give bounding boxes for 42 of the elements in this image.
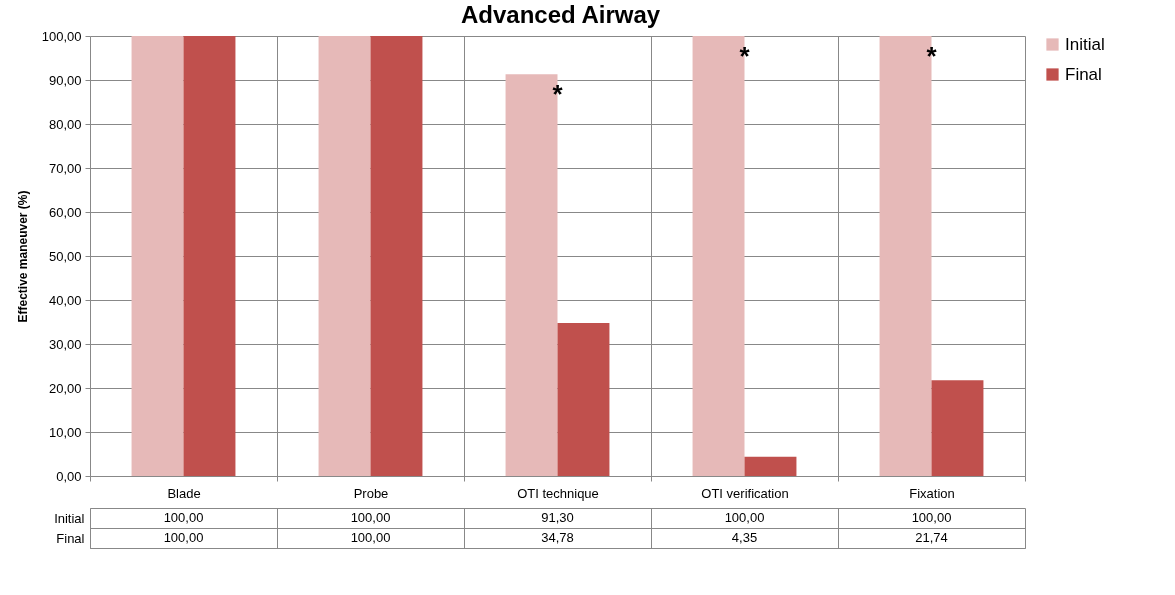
legend-label: Final: [1065, 64, 1102, 84]
y-tick-label: 100,00: [41, 28, 82, 44]
y-tick-label: 90,00: [48, 72, 82, 88]
y-axis-title: Effective maneuver (%): [15, 190, 30, 323]
data-label: 100,00: [163, 510, 204, 525]
text: Initial: [54, 510, 85, 526]
chart-title: Advanced Airway: [461, 1, 661, 28]
x-tick-label: Blade: [167, 485, 201, 501]
y-tick-label: 70,00: [48, 160, 82, 176]
x-tick-label: Fixation: [909, 485, 955, 501]
bar: [131, 36, 184, 476]
annotation: *: [552, 79, 564, 110]
data-label: 91,30: [541, 510, 574, 525]
data-label: 100,00: [724, 510, 765, 525]
y-tick-label: 20,00: [48, 380, 82, 396]
x-tick-label: OTI technique: [517, 485, 599, 501]
bar: [183, 36, 236, 476]
data-label: 100,00: [163, 530, 204, 545]
annotation: *: [739, 41, 751, 71]
y-tick-label: 40,00: [48, 292, 82, 308]
data-label: 100,00: [350, 510, 391, 525]
x-tick-label: Probe: [353, 485, 389, 501]
x-tick-label: OTI verification: [701, 485, 789, 501]
y-tick-label: 60,00: [48, 204, 82, 220]
text: Final: [56, 530, 85, 546]
bar: [744, 456, 797, 476]
y-tick-label: 10,00: [48, 424, 82, 440]
y-tick-label: 80,00: [48, 116, 82, 132]
legend-label: Initial: [1065, 34, 1105, 54]
bar: [557, 322, 610, 476]
data-label: 34,78: [541, 530, 574, 545]
bar: [931, 380, 984, 476]
y-tick-label: 30,00: [48, 336, 82, 352]
y-tick-label: 0,00: [56, 468, 82, 484]
bar: [318, 36, 371, 476]
data-label: 4,35: [731, 530, 758, 545]
data-label: 100,00: [350, 530, 391, 545]
y-tick-label: 50,00: [48, 248, 82, 264]
annotation: *: [926, 41, 938, 71]
data-label: 21,74: [915, 530, 948, 545]
bar: [370, 36, 423, 476]
data-label: 100,00: [911, 510, 952, 525]
